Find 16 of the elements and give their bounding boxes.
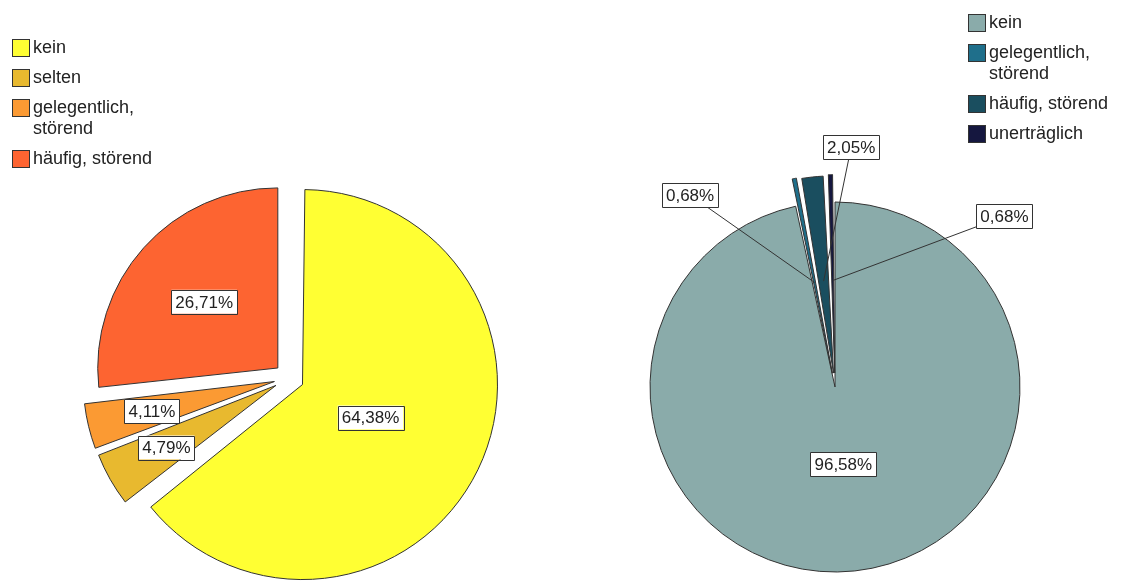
- legend-label: selten: [33, 67, 82, 88]
- legend-label: unerträglich: [989, 123, 1084, 144]
- data-label: 96,58%: [814, 454, 873, 474]
- legend-label: häufig, störend: [989, 93, 1109, 114]
- data-label: 4,79%: [142, 438, 191, 458]
- data-label: 26,71%: [175, 292, 234, 312]
- legend-label: kein: [33, 37, 67, 58]
- data-label: 2,05%: [827, 137, 876, 157]
- data-label: 64,38%: [341, 408, 400, 428]
- data-label: 0,68%: [665, 185, 715, 205]
- legend-label: kein: [989, 12, 1023, 33]
- legend-label: gelegentlich, störend: [33, 97, 136, 139]
- data-label: 0,68%: [980, 206, 1029, 226]
- legend-label: gelegentlich, störend: [989, 42, 1092, 84]
- data-label: 4,11%: [128, 401, 176, 421]
- legend-label: häufig, störend: [33, 148, 153, 169]
